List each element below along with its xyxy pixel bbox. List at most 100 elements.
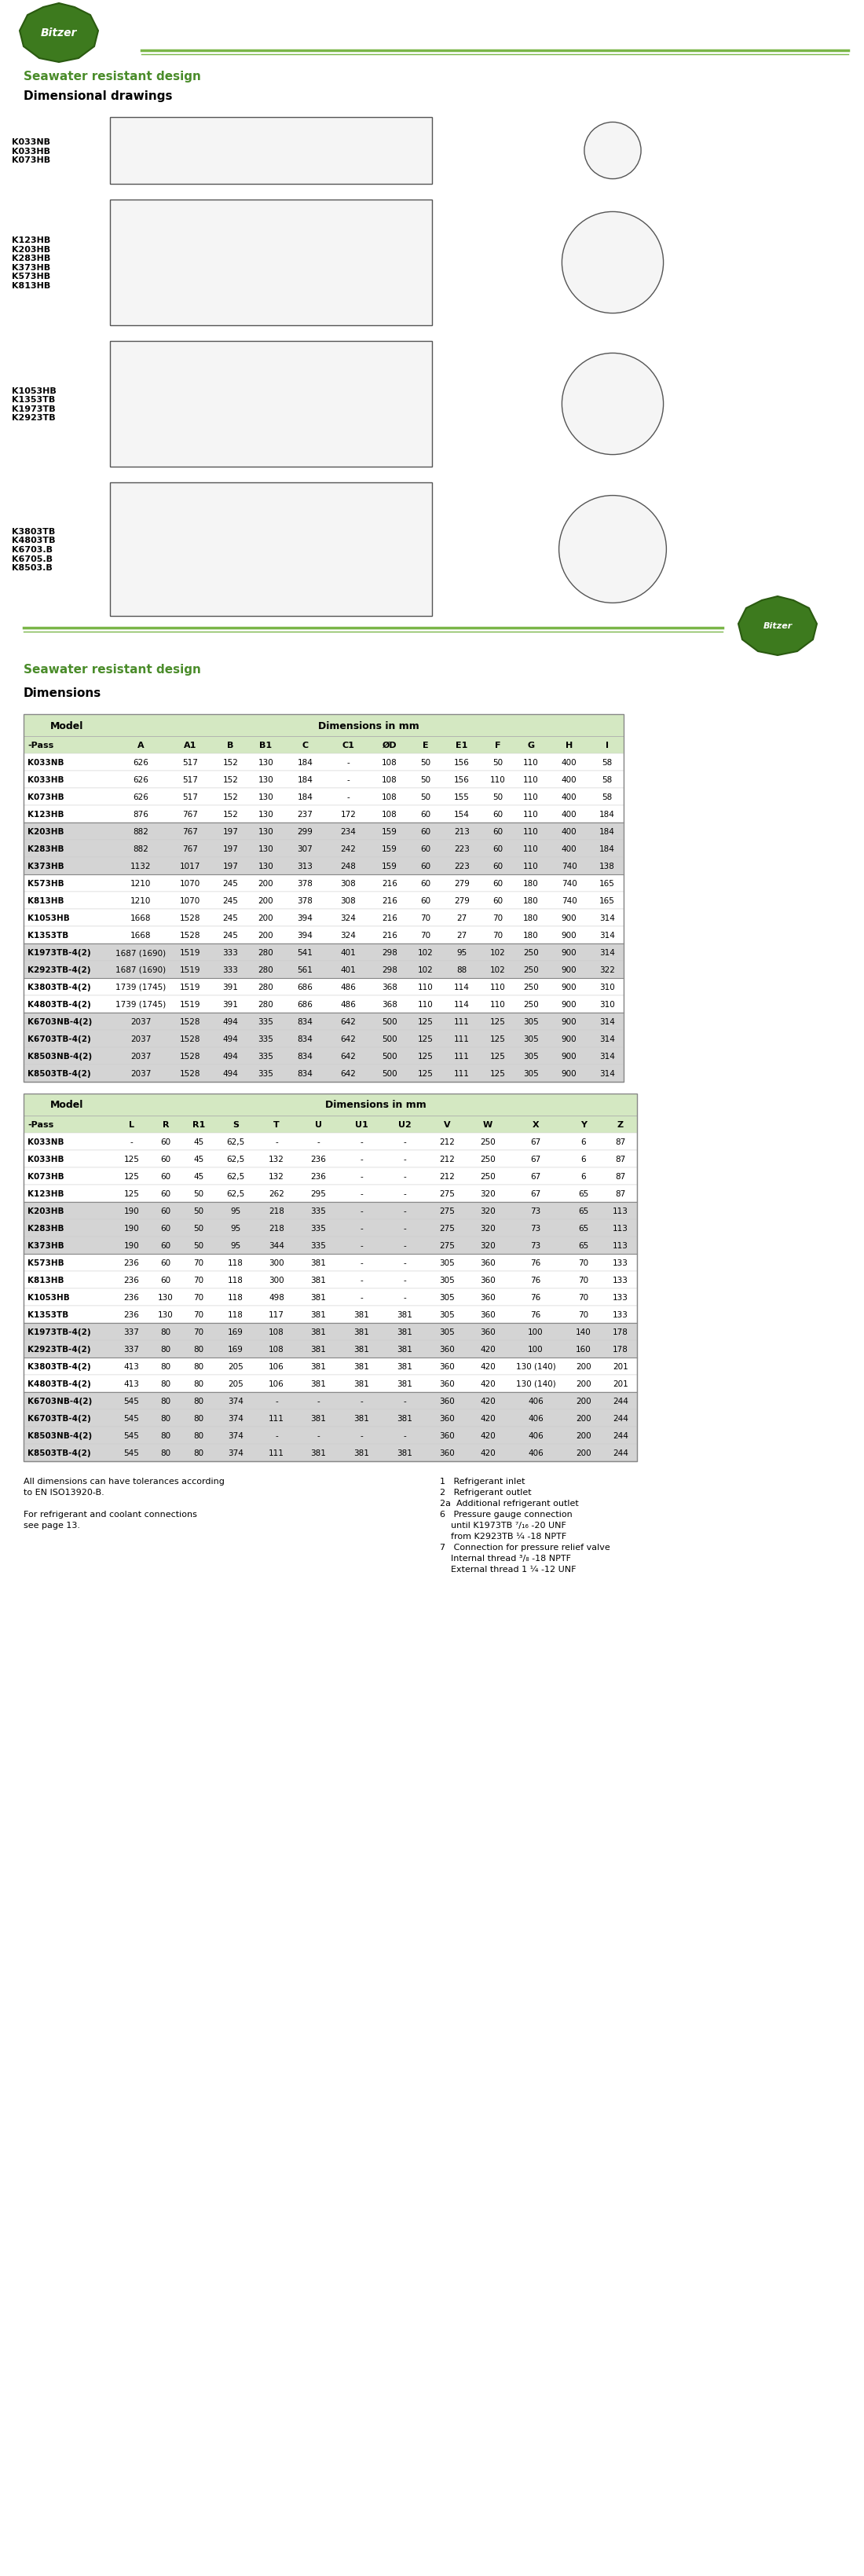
Text: 108: 108 bbox=[382, 760, 397, 768]
Text: External thread 1 ¼ -12 UNF: External thread 1 ¼ -12 UNF bbox=[440, 1566, 576, 1574]
Text: 1668: 1668 bbox=[130, 933, 151, 940]
Text: -: - bbox=[346, 775, 350, 783]
Text: 298: 298 bbox=[382, 966, 397, 974]
Text: 900: 900 bbox=[562, 999, 577, 1007]
Text: 200: 200 bbox=[258, 933, 274, 940]
Text: 200: 200 bbox=[576, 1432, 591, 1440]
Text: 308: 308 bbox=[340, 896, 356, 904]
Text: 70: 70 bbox=[194, 1293, 204, 1301]
Text: G: G bbox=[527, 742, 535, 750]
Text: 767: 767 bbox=[182, 811, 198, 819]
Text: 67: 67 bbox=[530, 1172, 541, 1180]
Text: 420: 420 bbox=[480, 1363, 496, 1370]
Text: ØD: ØD bbox=[382, 742, 397, 750]
Text: 60: 60 bbox=[161, 1139, 171, 1146]
Text: 58: 58 bbox=[602, 760, 613, 768]
Text: 87: 87 bbox=[615, 1172, 626, 1180]
Text: 335: 335 bbox=[311, 1224, 327, 1231]
Text: 381: 381 bbox=[311, 1448, 327, 1458]
Text: 184: 184 bbox=[600, 811, 615, 819]
Text: 642: 642 bbox=[340, 1069, 356, 1077]
Text: 299: 299 bbox=[297, 827, 313, 835]
Text: 280: 280 bbox=[258, 948, 274, 956]
Text: 184: 184 bbox=[600, 845, 615, 853]
Text: 545: 545 bbox=[124, 1432, 139, 1440]
Text: 300: 300 bbox=[269, 1275, 284, 1283]
Text: 95: 95 bbox=[231, 1224, 241, 1231]
Text: 1   Refrigerant inlet: 1 Refrigerant inlet bbox=[440, 1476, 525, 1486]
Text: 6: 6 bbox=[581, 1139, 586, 1146]
Text: 1210: 1210 bbox=[130, 896, 151, 904]
Text: 118: 118 bbox=[228, 1293, 244, 1301]
Text: 125: 125 bbox=[418, 1069, 434, 1077]
Text: 27: 27 bbox=[457, 914, 467, 922]
Text: 1070: 1070 bbox=[180, 896, 200, 904]
Text: 102: 102 bbox=[490, 948, 505, 956]
Text: 110: 110 bbox=[490, 775, 505, 783]
Text: 420: 420 bbox=[480, 1345, 496, 1352]
Text: 305: 305 bbox=[524, 1069, 539, 1077]
Text: 180: 180 bbox=[524, 933, 539, 940]
Text: 413: 413 bbox=[124, 1363, 139, 1370]
Text: 133: 133 bbox=[613, 1311, 628, 1319]
Text: 360: 360 bbox=[439, 1396, 454, 1404]
Bar bbox=[23, 1203, 637, 1218]
Bar bbox=[23, 1255, 637, 1273]
Text: 70: 70 bbox=[194, 1329, 204, 1337]
Text: 212: 212 bbox=[439, 1172, 454, 1180]
Text: Bitzer: Bitzer bbox=[763, 621, 792, 631]
Text: -: - bbox=[360, 1208, 363, 1216]
Text: to EN ISO13920-B.: to EN ISO13920-B. bbox=[23, 1489, 105, 1497]
Text: 110: 110 bbox=[524, 845, 539, 853]
Text: 374: 374 bbox=[228, 1414, 244, 1422]
Text: 740: 740 bbox=[562, 878, 577, 889]
Text: 50: 50 bbox=[194, 1208, 204, 1216]
Text: 360: 360 bbox=[439, 1414, 454, 1422]
Text: -: - bbox=[360, 1224, 363, 1231]
Text: Z: Z bbox=[617, 1121, 624, 1128]
Text: 45: 45 bbox=[194, 1154, 204, 1164]
Text: K8503TB-4(2): K8503TB-4(2) bbox=[28, 1069, 91, 1077]
Text: 400: 400 bbox=[562, 845, 577, 853]
Text: -: - bbox=[403, 1208, 406, 1216]
Text: I: I bbox=[606, 742, 609, 750]
Text: 216: 216 bbox=[382, 914, 397, 922]
Text: 374: 374 bbox=[228, 1432, 244, 1440]
Text: 87: 87 bbox=[615, 1154, 626, 1164]
Text: 335: 335 bbox=[311, 1242, 327, 1249]
Text: 305: 305 bbox=[439, 1311, 454, 1319]
Text: -Pass: -Pass bbox=[28, 1121, 54, 1128]
Text: K6703TB-4(2): K6703TB-4(2) bbox=[28, 1036, 91, 1043]
Text: 517: 517 bbox=[182, 775, 198, 783]
Text: K203HB: K203HB bbox=[28, 827, 64, 835]
Text: 125: 125 bbox=[418, 1054, 434, 1061]
Text: K3803TB-4(2): K3803TB-4(2) bbox=[28, 984, 91, 992]
Text: 102: 102 bbox=[418, 966, 434, 974]
Text: 130: 130 bbox=[258, 863, 274, 871]
Text: 314: 314 bbox=[600, 1069, 615, 1077]
Text: 117: 117 bbox=[269, 1311, 284, 1319]
Text: 65: 65 bbox=[578, 1224, 588, 1231]
Text: 381: 381 bbox=[311, 1381, 327, 1388]
Text: 1528: 1528 bbox=[180, 1054, 200, 1061]
Text: Seawater resistant design: Seawater resistant design bbox=[23, 665, 201, 675]
Text: 420: 420 bbox=[480, 1414, 496, 1422]
Text: -: - bbox=[403, 1260, 406, 1267]
Text: 125: 125 bbox=[490, 1018, 505, 1025]
Text: 1519: 1519 bbox=[180, 999, 200, 1007]
Text: A: A bbox=[137, 742, 144, 750]
Text: 314: 314 bbox=[600, 914, 615, 922]
Bar bbox=[23, 1306, 637, 1324]
Text: 381: 381 bbox=[397, 1329, 413, 1337]
Text: 6: 6 bbox=[581, 1154, 586, 1164]
Text: 205: 205 bbox=[228, 1381, 244, 1388]
Text: 360: 360 bbox=[480, 1329, 496, 1337]
Text: 767: 767 bbox=[182, 845, 198, 853]
Text: 245: 245 bbox=[223, 933, 238, 940]
Text: -: - bbox=[275, 1432, 278, 1440]
Text: 130: 130 bbox=[158, 1311, 174, 1319]
Text: 381: 381 bbox=[311, 1260, 327, 1267]
Text: 110: 110 bbox=[524, 827, 539, 835]
Text: 111: 111 bbox=[269, 1448, 284, 1458]
Text: 545: 545 bbox=[124, 1414, 139, 1422]
